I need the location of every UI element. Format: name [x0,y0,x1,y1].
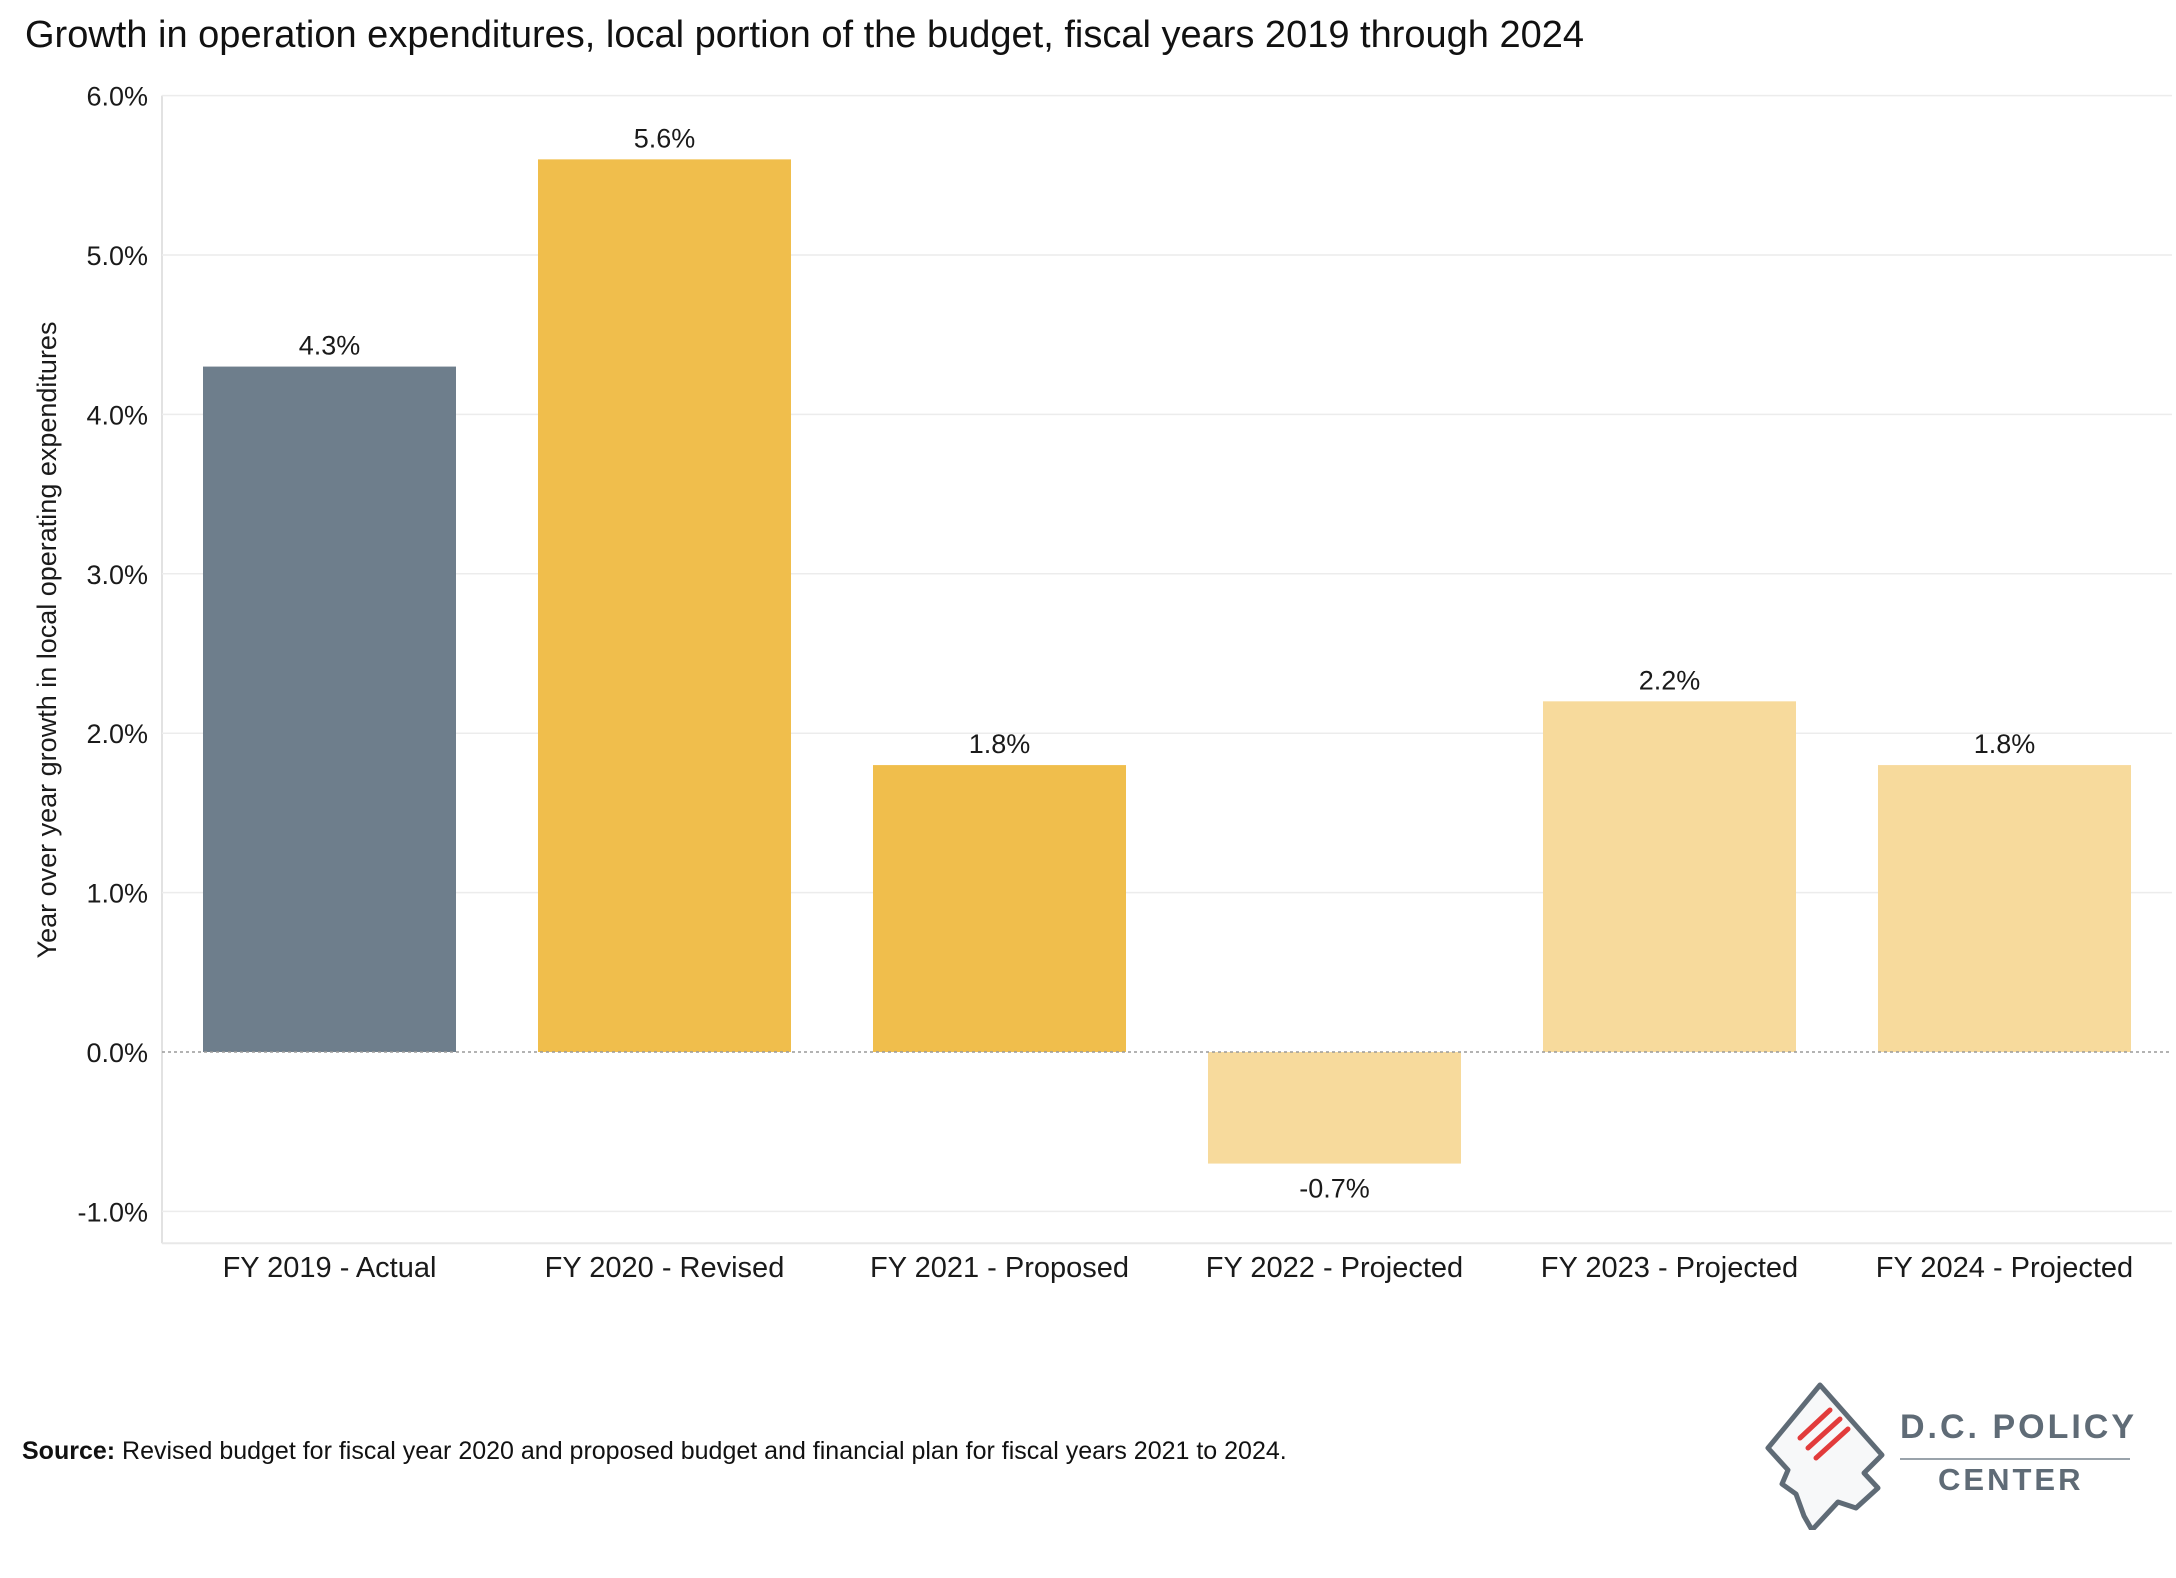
dc-shape-icon [1765,1382,1885,1530]
logo-text-line2: CENTER [1938,1462,2084,1497]
y-tick-label: 4.0% [86,400,148,430]
data-label: 4.3% [299,331,361,361]
data-label: 1.8% [969,729,1031,759]
source-label: Source: [22,1437,116,1465]
bar [203,366,456,1053]
chart-title: Growth in operation expenditures, local … [25,14,1585,56]
y-tick-label: 0.0% [86,1038,148,1068]
y-axis-tick-labels: -1.0% 0.0% 1.0% 2.0% 3.0% 4.0% 5.0% 6.0% [77,82,148,1228]
data-label: 5.6% [634,123,696,153]
y-tick-label: 6.0% [86,82,148,112]
y-tick-label: 5.0% [86,241,148,271]
bar-chart: -1.0% 0.0% 1.0% 2.0% 3.0% 4.0% 5.0% 6.0% 4.3% 5.… [32,82,2172,1284]
source-text: Revised budget for fiscal year 2020 and … [122,1437,1287,1465]
x-tick-label: FY 2024 - Projected [1876,1252,2133,1284]
bar [538,159,791,1053]
bars [203,159,2131,1164]
y-tick-label: 3.0% [86,560,148,590]
data-label: -0.7% [1299,1174,1370,1204]
logo-divider [1900,1458,2130,1460]
x-tick-label: FY 2021 - Proposed [870,1252,1129,1284]
x-tick-label: FY 2019 - Actual [223,1252,437,1284]
data-label: 1.8% [1974,729,2036,759]
x-tick-label: FY 2022 - Projected [1206,1252,1463,1284]
y-tick-label: 2.0% [86,719,148,749]
y-tick-label: 1.0% [86,879,148,909]
source-note: Source: Revised budget for fiscal year 2… [22,1437,1287,1466]
bar [1208,1052,1461,1164]
bar [1878,765,2131,1052]
x-axis-tick-labels: FY 2019 - Actual FY 2020 - Revised FY 2021… [223,1252,2134,1284]
bar [873,765,1126,1052]
y-tick-label: -1.0% [77,1197,148,1227]
bar [1543,701,1796,1052]
x-tick-label: FY 2020 - Revised [545,1252,785,1284]
x-tick-label: FY 2023 - Projected [1541,1252,1798,1284]
data-label: 2.2% [1639,665,1701,695]
gridlines [161,94,2172,1245]
data-labels: 4.3% 5.6% 1.8% -0.7% 2.2% 1.8% [299,123,2036,1203]
dc-policy-center-logo: D.C. POLICY CENTER [1760,1380,2140,1530]
y-axis-label: Year over year growth in local operating… [32,322,62,959]
logo-text-line1: D.C. POLICY [1900,1408,2138,1446]
